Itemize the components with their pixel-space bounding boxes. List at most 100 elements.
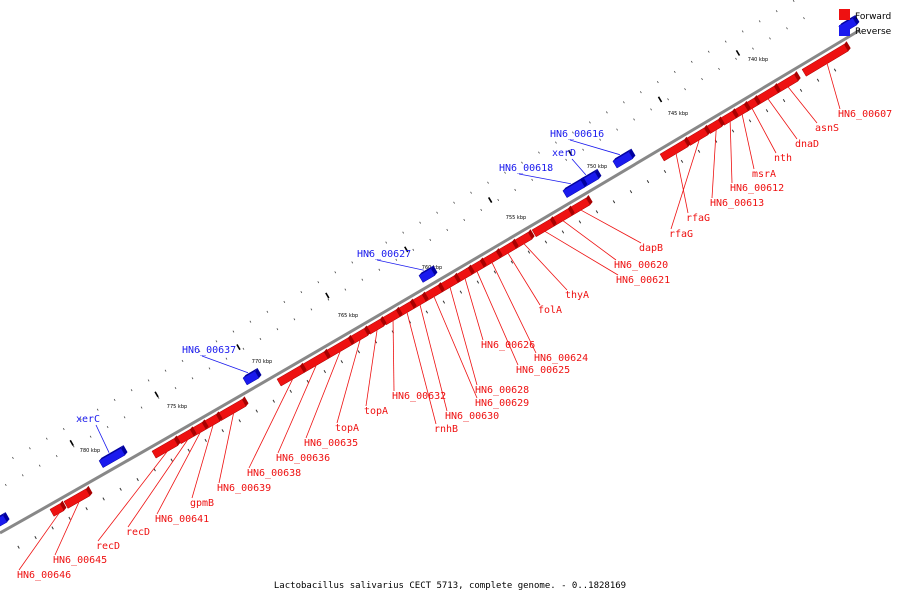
minor-tick (208, 367, 211, 370)
minor-tick (140, 406, 143, 409)
minor-tick (4, 483, 7, 487)
feature-leader (218, 413, 234, 484)
minor-tick (21, 474, 24, 477)
feature-leader (544, 231, 619, 276)
minor-tick (623, 101, 625, 104)
minor-tick (402, 231, 405, 234)
minor-tick (476, 280, 480, 284)
minor-tick (38, 464, 41, 467)
minor-tick (215, 340, 218, 343)
minor-tick (191, 377, 194, 380)
forward-feature (773, 71, 801, 94)
minor-tick (310, 308, 313, 311)
feature-leader (787, 86, 818, 124)
minor-tick (521, 161, 523, 164)
minor-tick (351, 261, 354, 264)
minor-tick (259, 337, 262, 341)
minor-tick (385, 241, 388, 244)
minor-tick (72, 445, 75, 448)
forward-gene-label: topA (364, 406, 388, 417)
minor-tick (667, 98, 669, 101)
minor-tick (707, 50, 710, 53)
forward-feature (659, 136, 691, 162)
minor-tick (45, 437, 48, 440)
minor-tick (684, 88, 686, 91)
minor-tick (123, 416, 126, 419)
feature-bevel (454, 272, 461, 283)
minor-tick (266, 310, 269, 313)
minor-tick (510, 260, 514, 264)
forward-gene-label: HN6_00628 (475, 385, 529, 396)
tick-label: 750 kbp (587, 164, 607, 170)
feature-bevel (422, 291, 429, 302)
minor-tick (157, 396, 160, 399)
minor-tick (323, 370, 326, 374)
tick-mark (236, 344, 241, 351)
reverse-feature (612, 148, 636, 169)
feature-leader (392, 320, 395, 392)
forward-gene-label: HN6_00641 (155, 514, 209, 525)
feature-body (49, 503, 65, 517)
minor-tick (487, 181, 489, 184)
feature-bevel (718, 116, 725, 127)
forward-feature (719, 108, 739, 126)
feature-bevel (300, 362, 307, 373)
minor-tick (799, 88, 803, 92)
feature-leader (523, 243, 568, 291)
forward-feature (151, 435, 181, 459)
feature-body (98, 447, 126, 468)
feature-bevel (438, 282, 445, 293)
minor-tick (119, 487, 122, 491)
feature-body (276, 365, 305, 387)
genome-backbone (0, 28, 861, 535)
forward-gene-label: HN6_00635 (304, 438, 358, 449)
minor-tick (204, 438, 207, 443)
minor-tick (147, 379, 150, 382)
feature-body (418, 268, 436, 283)
minor-tick (633, 118, 635, 121)
minor-tick (741, 30, 744, 33)
reverse-features (0, 14, 860, 527)
feature-body (659, 139, 689, 162)
minor-tick (221, 429, 224, 433)
reverse-gene-label: HN6_00616 (550, 129, 604, 140)
minor-tick (589, 121, 591, 124)
minor-tick (55, 454, 58, 458)
forward-gene-label: HN6_00645 (53, 555, 107, 566)
forward-feature (176, 426, 197, 445)
feature-bevel (242, 368, 258, 378)
feature-bevel (59, 500, 67, 511)
minor-tick (650, 108, 652, 111)
feature-bevel (380, 316, 387, 327)
minor-tick (531, 178, 534, 181)
forward-feature (323, 334, 355, 360)
minor-tick (225, 357, 228, 360)
forward-gene-label: asnS (815, 123, 839, 134)
minor-tick (272, 399, 275, 403)
feature-bevel (774, 83, 781, 93)
feature-bevel (612, 148, 632, 162)
forward-feature (753, 83, 781, 106)
forward-feature (801, 41, 851, 77)
minor-tick (357, 350, 361, 354)
forward-gene-label: folA (538, 305, 562, 316)
minor-tick (680, 159, 684, 163)
feature-leader (97, 451, 168, 542)
reverse-feature (562, 177, 588, 198)
minor-tick (255, 409, 258, 413)
forward-gene-label: msrA (752, 169, 776, 180)
feature-leader (675, 153, 689, 214)
tick-label: 745 kbp (668, 111, 688, 117)
minor-tick (697, 149, 701, 153)
feature-bevel (704, 124, 711, 135)
reverse-gene-label: xerD (552, 148, 576, 159)
minor-tick (758, 20, 761, 23)
minor-tick (334, 271, 337, 274)
minor-tick (51, 526, 54, 530)
feature-leader (433, 296, 478, 399)
feature-bevel (512, 238, 519, 249)
forward-gene-label: HN6_00629 (475, 398, 529, 409)
feature-leader (18, 513, 60, 571)
feature-leader (518, 173, 571, 185)
